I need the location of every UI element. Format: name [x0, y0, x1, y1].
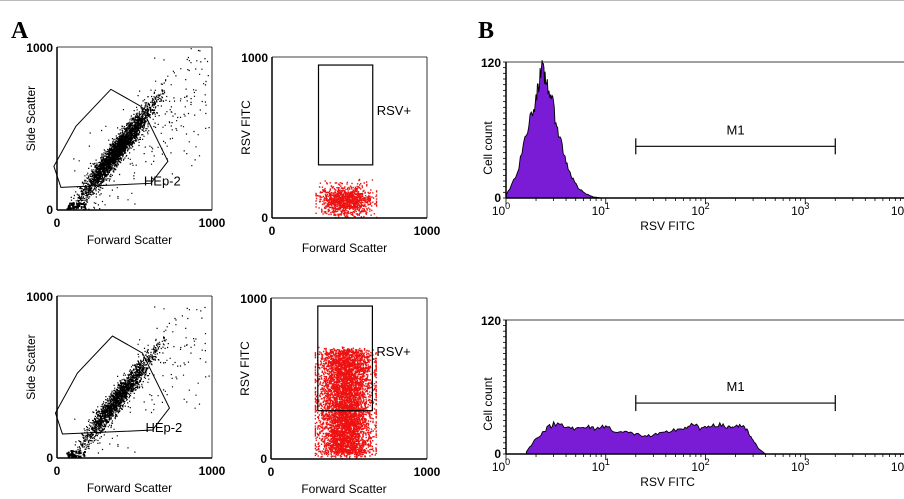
x-tick-label: 0 — [269, 224, 276, 238]
gate-label: HEp-2 — [145, 420, 182, 435]
tick-base: 10 — [891, 204, 904, 218]
tick-base: 10 — [691, 204, 705, 218]
y-tick-label: 120 — [481, 56, 501, 70]
gate-hep2 — [54, 335, 171, 435]
tick-base: 10 — [492, 460, 506, 474]
y-axis-label: Cell count — [481, 121, 495, 175]
histogram-area — [525, 420, 767, 455]
scatter-dots — [314, 346, 377, 460]
gate-rsv — [317, 305, 373, 412]
tick-base: 10 — [592, 460, 606, 474]
tick-exponent: 3 — [804, 201, 809, 211]
x-axis-label: Forward Scatter — [87, 481, 172, 495]
scatter-dots — [68, 48, 210, 210]
x-tick-label: 102 — [691, 457, 709, 474]
histogram-area — [505, 60, 602, 199]
gate-label: RSV+ — [377, 103, 411, 118]
chart-a-bottom-scatter: HEp-2 0 1000 0 1000 Forward Scatter Side Scatt… — [24, 290, 226, 495]
x-tick-label: 101 — [592, 457, 610, 474]
marker-label: M1 — [726, 379, 744, 394]
x-tick-label: 0 — [54, 464, 61, 478]
x-axis-label: Forward Scatter — [302, 241, 387, 255]
x-tick-label: 101 — [592, 201, 610, 218]
scatter-points — [315, 178, 378, 219]
scatter-points — [314, 346, 377, 460]
tick-base: 10 — [791, 204, 805, 218]
scatter-points — [66, 48, 210, 211]
gate-rsv — [317, 64, 374, 166]
y-tick-label: 0 — [494, 447, 501, 461]
scatter-debris — [66, 202, 87, 211]
x-axis-label: RSV FITC — [640, 219, 695, 233]
x-tick-label: 104 — [891, 457, 904, 474]
panel-label-b: B — [478, 18, 494, 44]
scatter-debris — [66, 450, 86, 459]
x-tick-label: 102 — [691, 201, 709, 218]
tick-base: 10 — [691, 460, 705, 474]
tick-base: 10 — [492, 204, 506, 218]
tick-base: 10 — [891, 460, 904, 474]
x-tick-label: 1000 — [199, 464, 226, 478]
gate-label: RSV+ — [376, 344, 410, 359]
y-tick-label: 0 — [494, 191, 501, 205]
x-tick-label: 100 — [492, 201, 510, 218]
y-axis-label: Side Scatter — [24, 86, 38, 151]
y-tick-label: 0 — [261, 211, 268, 225]
y-tick-label: 0 — [46, 203, 53, 217]
chart-a-top-rsv: RSV+ 0 1000 0 1000 Forward Scatter RSV FITC — [239, 51, 441, 255]
chart-a-bottom-rsv: RSV+ 0 1000 0 1000 Forward Scatter RSV FITC — [238, 292, 441, 496]
scatter-dots — [70, 306, 210, 457]
x-axis-label: RSV FITC — [640, 475, 695, 489]
y-tick-label: 0 — [46, 451, 53, 465]
x-tick-label: 1000 — [414, 465, 441, 479]
y-tick-label: 1000 — [26, 41, 53, 55]
y-tick-label: 0 — [260, 452, 267, 466]
tick-exponent: 0 — [505, 201, 510, 211]
x-tick-label: 100 — [492, 457, 510, 474]
panel-label-a: A — [11, 18, 29, 44]
scatter-dots — [315, 178, 378, 219]
scatter-points — [66, 306, 210, 459]
x-tick-label: 0 — [54, 216, 61, 230]
tick-exponent: 2 — [705, 457, 710, 467]
y-axis-label: RSV FITC — [238, 341, 252, 396]
y-tick-label: 1000 — [26, 290, 53, 304]
x-tick-label: 103 — [791, 457, 809, 474]
chart-a-top-scatter: HEp-2 0 1000 0 1000 Forward Scatter Side Scatt… — [24, 41, 226, 247]
y-axis-label: RSV FITC — [239, 100, 253, 155]
tick-exponent: 3 — [804, 457, 809, 467]
tick-exponent: 1 — [605, 201, 610, 211]
tick-exponent: 1 — [605, 457, 610, 467]
tick-exponent: 2 — [705, 201, 710, 211]
tick-exponent: 0 — [505, 457, 510, 467]
x-tick-label: 104 — [891, 201, 904, 218]
gate-label: HEp-2 — [144, 173, 181, 188]
y-tick-label: 120 — [481, 314, 501, 328]
marker-label: M1 — [726, 122, 744, 137]
x-axis-label: Forward Scatter — [87, 233, 172, 247]
y-axis-label: Cell count — [481, 377, 495, 431]
tick-base: 10 — [791, 460, 805, 474]
y-tick-label: 1000 — [240, 292, 267, 306]
tick-base: 10 — [592, 204, 606, 218]
x-axis-label: Forward Scatter — [301, 482, 386, 496]
x-tick-label: 103 — [791, 201, 809, 218]
y-tick-label: 1000 — [241, 51, 268, 65]
x-tick-label: 0 — [268, 465, 275, 479]
x-tick-label: 1000 — [199, 216, 226, 230]
x-tick-label: 1000 — [414, 224, 441, 238]
y-axis-label: Side Scatter — [24, 334, 38, 399]
